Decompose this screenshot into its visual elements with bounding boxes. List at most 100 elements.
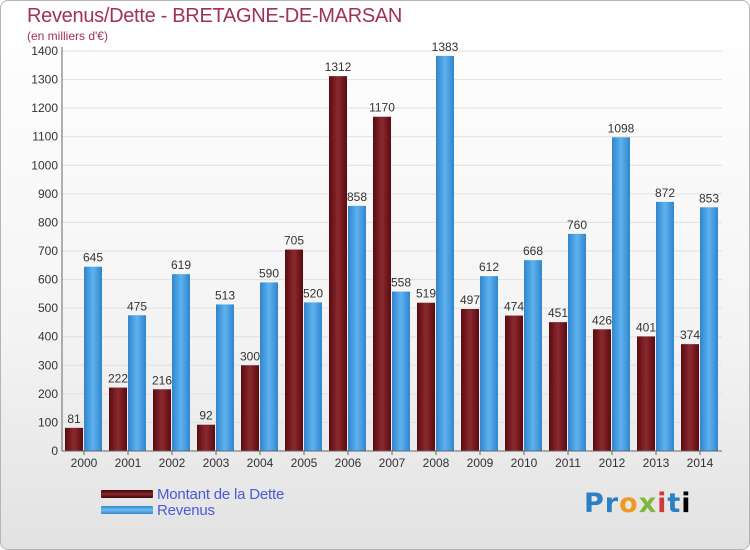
value-label: 668	[523, 244, 543, 258]
value-label: 497	[460, 293, 480, 307]
axes	[61, 47, 722, 452]
value-label: 92	[199, 409, 213, 423]
bar-revenus	[480, 276, 498, 451]
value-label: 590	[259, 266, 279, 280]
x-tick-label: 2013	[643, 456, 670, 470]
y-tick-label: 1000	[31, 158, 58, 172]
bar-dette	[637, 336, 655, 451]
legend-item-dette: Montant de la Dette	[101, 485, 285, 503]
legend-swatch-revenus	[101, 506, 153, 514]
value-label: 1098	[608, 121, 635, 135]
value-label: 300	[240, 349, 260, 363]
x-tick-label: 2007	[379, 456, 406, 470]
value-label: 619	[171, 258, 191, 272]
bar-revenus	[260, 282, 278, 451]
bar-revenus	[216, 304, 234, 451]
x-tick-label: 2001	[115, 456, 142, 470]
value-label: 513	[215, 288, 235, 302]
bar-dette	[109, 387, 127, 451]
bar-dette	[197, 424, 215, 451]
bar-dette	[593, 329, 611, 451]
bar-dette	[549, 322, 567, 451]
value-label: 1383	[432, 40, 459, 54]
bar-dette	[461, 309, 479, 451]
bar-dette	[417, 302, 435, 451]
y-tick-label: 200	[38, 387, 58, 401]
y-tick-label: 400	[38, 330, 58, 344]
bar-revenus	[84, 266, 102, 451]
value-label: 760	[567, 218, 587, 232]
value-label: 858	[347, 190, 367, 204]
chart-title: Revenus/Dette - BRETAGNE-DE-MARSAN	[27, 5, 403, 27]
x-tick-label: 2009	[467, 456, 494, 470]
y-tick-labels: 0 100 200 300 400 500 600 700 800 900 1000 1100 1200…	[31, 44, 58, 458]
value-label: 705	[284, 234, 304, 248]
x-tick-label: 2014	[687, 456, 714, 470]
value-label: 853	[699, 191, 719, 205]
legend-label-revenus: Revenus	[157, 501, 215, 519]
bar-revenus	[700, 207, 718, 451]
y-tick-label: 300	[38, 358, 58, 372]
y-tick-label: 500	[38, 301, 58, 315]
y-tick-label: 0	[51, 444, 58, 458]
bar-revenus	[348, 205, 366, 451]
x-tick-label: 2005	[291, 456, 318, 470]
bar-dette	[329, 76, 347, 452]
value-label: 519	[416, 287, 436, 301]
bar-revenus	[436, 55, 454, 451]
bar-dette	[153, 389, 171, 451]
bar-revenus	[656, 201, 674, 451]
bars	[65, 55, 718, 452]
value-label: 1312	[325, 60, 352, 74]
bar-dette	[241, 365, 259, 451]
value-label: 426	[592, 313, 612, 327]
legend-swatch-dette	[101, 490, 153, 498]
x-tick-label: 2002	[159, 456, 186, 470]
bar-revenus	[304, 302, 322, 451]
value-labels: 81 645 222 475 216 619 92 513 300 590 705 520 1312 85…	[67, 40, 719, 426]
value-label: 451	[548, 306, 568, 320]
legend-item-revenus: Revenus	[101, 501, 284, 519]
chart-subtitle: (en milliers d'€)	[27, 29, 108, 43]
value-label: 401	[636, 320, 656, 334]
x-tick-labels: 2000 2001 2002 2003 2004 2005 2006 2007 2008 2009…	[71, 451, 714, 470]
bar-revenus	[128, 315, 146, 451]
bar-dette	[65, 427, 83, 451]
bar-dette	[505, 315, 523, 451]
x-tick-label: 2012	[599, 456, 626, 470]
value-label: 872	[655, 186, 675, 200]
value-label: 475	[127, 299, 147, 313]
y-tick-label: 1100	[32, 130, 58, 144]
value-label: 474	[504, 300, 524, 314]
value-label: 520	[303, 286, 323, 300]
bar-revenus	[568, 233, 586, 451]
bar-revenus	[524, 260, 542, 451]
x-tick-label: 2004	[247, 456, 274, 470]
y-tick-label: 1400	[31, 44, 58, 58]
x-tick-label: 2010	[511, 456, 538, 470]
value-label: 374	[680, 328, 700, 342]
bar-dette	[681, 344, 699, 451]
x-tick-label: 2006	[335, 456, 362, 470]
x-tick-label: 2000	[71, 456, 98, 470]
bar-revenus	[612, 137, 630, 452]
value-label: 216	[152, 373, 172, 387]
bar-revenus	[172, 274, 190, 451]
y-tick-label: 600	[38, 273, 58, 287]
value-label: 81	[67, 412, 81, 426]
value-label: 1170	[369, 101, 395, 115]
value-label: 612	[479, 260, 499, 274]
bar-dette	[373, 116, 391, 451]
x-tick-label: 2008	[423, 456, 450, 470]
value-label: 222	[108, 372, 128, 386]
y-tick-label: 700	[38, 244, 58, 258]
x-tick-label: 2003	[203, 456, 230, 470]
value-label: 558	[391, 276, 411, 290]
bar-dette	[285, 249, 303, 451]
y-tick-label: 1300	[31, 73, 58, 87]
legend-label-dette: Montant de la Dette	[157, 485, 285, 503]
y-tick-label: 1200	[31, 101, 58, 115]
legend: Montant de la Dette Revenus	[101, 485, 285, 519]
